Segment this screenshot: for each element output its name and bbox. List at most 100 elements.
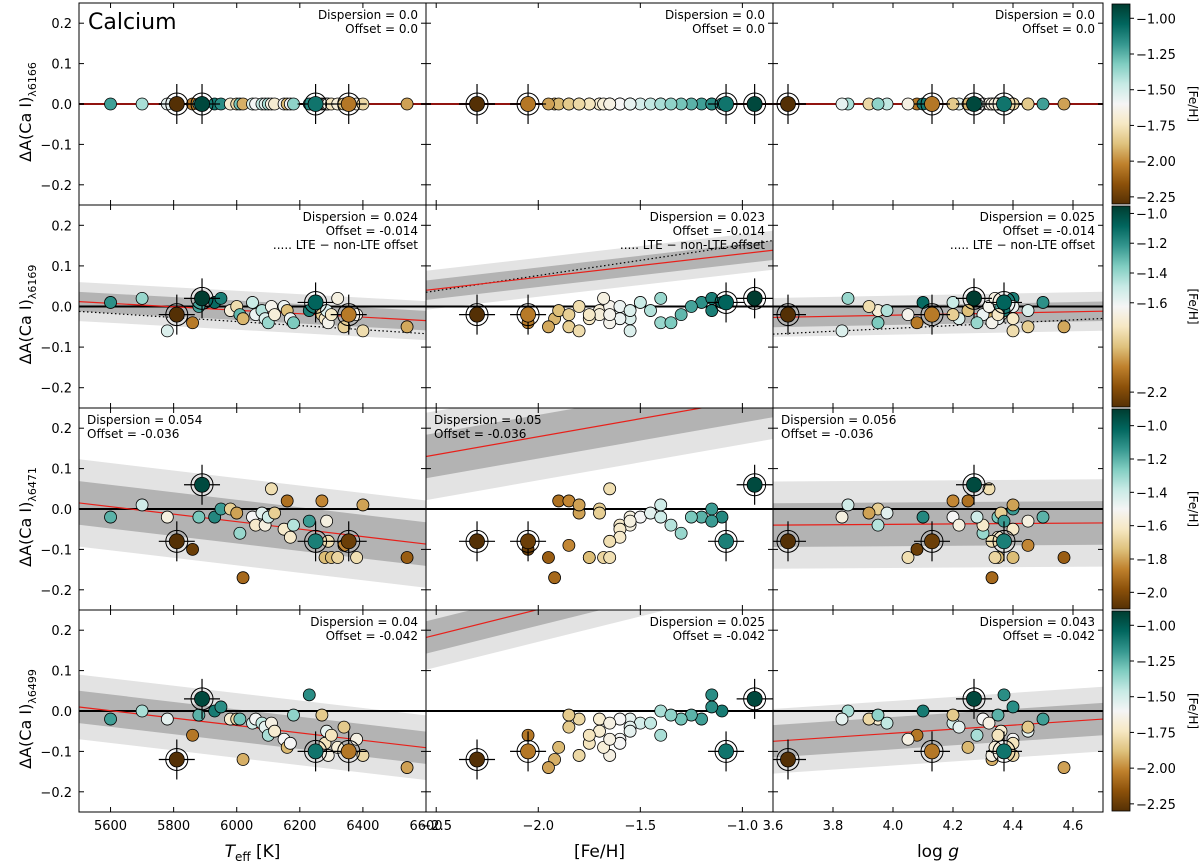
data-point (280, 494, 294, 508)
benchmark-star (510, 731, 547, 772)
benchmark-ring (337, 739, 361, 763)
benchmark-ring (465, 303, 489, 327)
data-point (654, 510, 668, 524)
data-point (985, 571, 999, 585)
benchmark-point (924, 306, 940, 323)
colorbar-6169: −1.6 −1.4 −1.2 −1.0 −2.2 [Fe/H] (1111, 205, 1200, 408)
colorbar-tick-label: −1.25 (1136, 655, 1176, 670)
data-point (623, 724, 637, 738)
data-point (603, 716, 617, 730)
data-point (337, 720, 351, 734)
benchmark-star (708, 84, 745, 124)
benchmark-star (914, 521, 950, 562)
data-point (160, 324, 174, 338)
panel-6499-teff: −0.2 −0.1 0.0 0.1 0.2 5600 5800 6000 6200 6400 660… (40, 609, 443, 834)
y-tick-label: −0.2 (40, 786, 72, 801)
data-point (862, 506, 876, 520)
offset-label: Offset = 0.0 (692, 22, 765, 36)
colorbar-6499: −2.25 −2.00 −1.75 −1.50 −1.25 −1.00 [Fe/H] (1111, 610, 1200, 813)
benchmark-point (520, 743, 536, 760)
benchmark-star (459, 739, 496, 780)
benchmark-point (307, 533, 324, 550)
data-point (961, 740, 975, 754)
y-tick-label: 0.1 (51, 665, 72, 680)
data-point (400, 97, 414, 111)
data-point (562, 708, 576, 722)
data-point (603, 482, 617, 496)
data-point (268, 506, 281, 520)
benchmark-point (718, 743, 734, 760)
benchmark-star (297, 521, 334, 562)
data-point (1036, 510, 1050, 524)
data-point (597, 291, 610, 305)
data-point (916, 510, 930, 524)
benchmark-ring (776, 747, 800, 771)
colorbar-tick-label: −2.25 (1136, 798, 1176, 813)
x-tick-label: −2.5 (420, 819, 452, 834)
colorbar-bar (1111, 408, 1131, 610)
data-point (997, 688, 1011, 702)
benchmark-star (330, 294, 367, 335)
data-point (961, 494, 975, 508)
y-tick-label: −0.1 (40, 138, 72, 153)
data-point (135, 291, 149, 305)
data-point (644, 304, 657, 317)
benchmark-point (718, 294, 734, 311)
x-tick-label: 4.4 (1003, 819, 1024, 834)
data-point (623, 514, 637, 528)
data-point (268, 308, 281, 322)
benchmark-star (986, 84, 1022, 124)
benchmark-ring (714, 290, 738, 314)
benchmark-ring (714, 92, 738, 116)
data-point (331, 551, 345, 564)
colorbar-tick-label: −1.75 (1136, 726, 1176, 741)
colorbar-tick-label: −1.6 (1136, 297, 1168, 312)
benchmark-point (746, 290, 763, 307)
colorbar-tick-label: −2.2 (1136, 386, 1168, 401)
benchmark-star (459, 294, 496, 335)
data-point (104, 97, 117, 111)
dispersion-label: Dispersion = 0.024 (303, 210, 418, 224)
data-point (214, 700, 228, 714)
benchmark-star (184, 678, 221, 719)
data-point (1021, 514, 1035, 528)
data-point (331, 291, 345, 305)
colorbar-tick-label: −1.75 (1136, 119, 1176, 134)
data-point (582, 728, 596, 742)
dispersion-label: Dispersion = 0.056 (781, 413, 896, 427)
fit-line (426, 610, 539, 639)
benchmark-star (297, 84, 334, 124)
data-point (654, 498, 668, 512)
lte-offset-line (426, 239, 773, 293)
panel-plot-area (773, 278, 1103, 338)
benchmark-point (966, 290, 982, 307)
data-point (400, 320, 414, 334)
dispersion-label: Dispersion = 0.025 (650, 615, 765, 629)
colorbar-bar (1111, 610, 1131, 812)
y-tick-label: −0.1 (40, 745, 72, 760)
data-point (1006, 324, 1020, 338)
offset-label: Offset = -0.014 (1003, 224, 1095, 238)
data-point (952, 720, 966, 734)
colorbar-tick-label: −2.00 (1136, 762, 1176, 777)
benchmark-star (510, 84, 547, 124)
benchmark-point (924, 743, 940, 760)
colorbar-bar (1111, 3, 1131, 205)
data-point (572, 300, 586, 313)
benchmark-ring (743, 286, 767, 310)
benchmark-point (924, 96, 940, 112)
data-point (160, 510, 174, 524)
benchmark-star (708, 731, 745, 772)
data-point (1006, 312, 1020, 326)
benchmark-point (780, 751, 796, 768)
benchmark-star (736, 464, 773, 505)
dispersion-label: Dispersion = 0.023 (650, 210, 765, 224)
data-point (910, 316, 924, 330)
data-point (654, 291, 668, 305)
data-point (835, 324, 849, 338)
offset-label: Offset = 0.0 (345, 22, 418, 36)
data-point (871, 316, 885, 330)
panel-plot-area (426, 84, 773, 124)
